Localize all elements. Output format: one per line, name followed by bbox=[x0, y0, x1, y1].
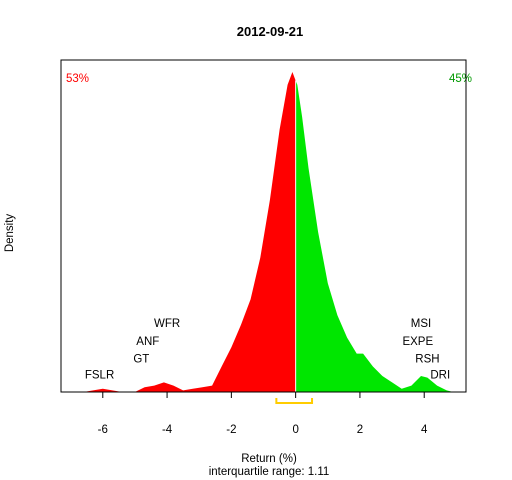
x-axis-label: Return (%) bbox=[241, 453, 297, 465]
chart-subtitle: interquartile range: 1.11 bbox=[209, 466, 330, 478]
x-tick-label: -6 bbox=[98, 424, 108, 436]
ticker-label-msi: MSI bbox=[411, 318, 431, 330]
pct-negative-label: 53% bbox=[66, 73, 89, 85]
plot-frame bbox=[60, 59, 467, 393]
density-negative-area bbox=[83, 72, 296, 392]
ticker-label-fslr: FSLR bbox=[85, 369, 114, 381]
ticker-label-gt: GT bbox=[133, 353, 149, 365]
x-tick-label: 0 bbox=[292, 424, 298, 436]
y-axis-label: Density bbox=[4, 214, 16, 253]
x-tick-label: 2 bbox=[357, 424, 363, 436]
ticker-label-rsh: RSH bbox=[415, 353, 439, 365]
ticker-label-expe: EXPE bbox=[402, 336, 433, 348]
x-tick-label: 4 bbox=[421, 424, 428, 436]
ticker-label-anf: ANF bbox=[136, 336, 159, 348]
density-positive-area bbox=[295, 80, 454, 392]
x-tick-label: -2 bbox=[226, 424, 236, 436]
x-axis: -6 -4 -2 0 2 4 bbox=[98, 392, 428, 436]
ticker-label-wfr: WFR bbox=[154, 318, 180, 330]
iqr-bracket bbox=[275, 398, 314, 404]
x-tick-label: -4 bbox=[162, 424, 173, 436]
plot-area: FSLR GT ANF WFR MSI EXPE RSH DRI bbox=[61, 72, 466, 404]
pct-positive-label: 45% bbox=[449, 73, 472, 85]
chart-title: 2012-09-21 bbox=[237, 24, 304, 39]
ticker-label-dri: DRI bbox=[430, 369, 450, 381]
